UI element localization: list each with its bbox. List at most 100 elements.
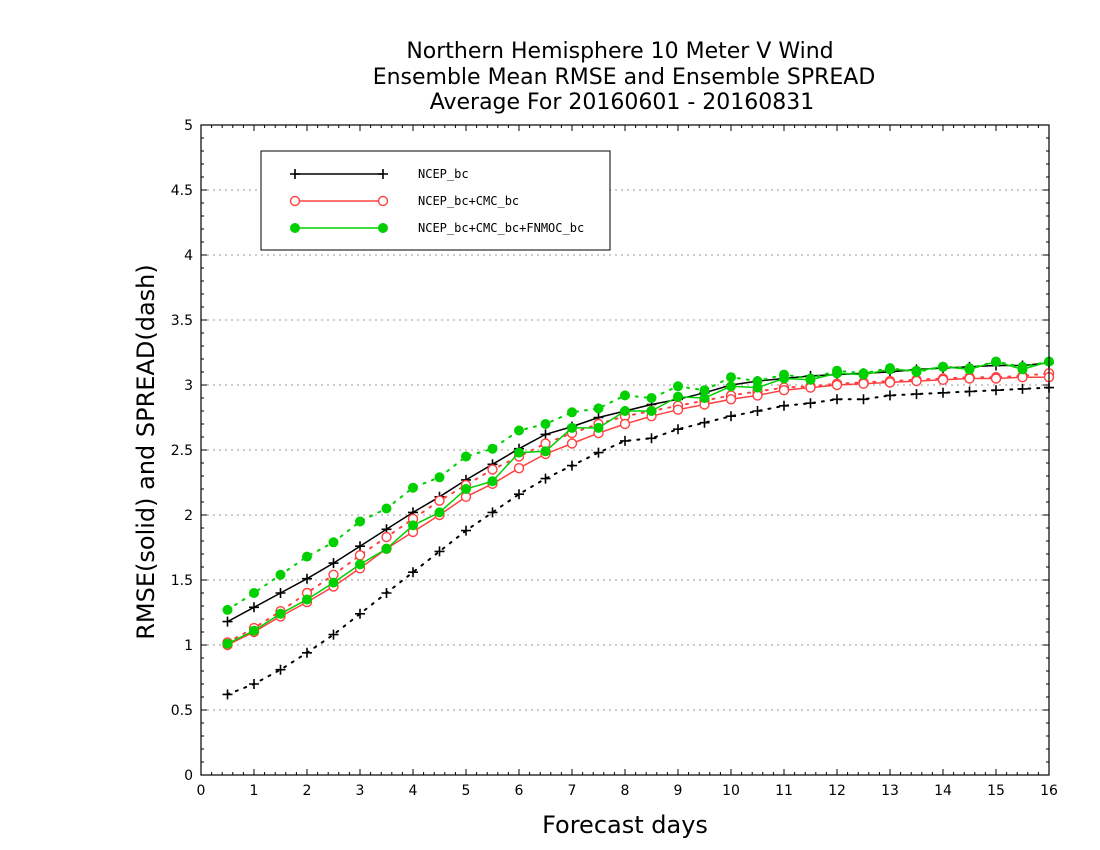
rmse-point	[646, 406, 657, 416]
spread-point	[726, 372, 736, 383]
grid	[201, 189, 1049, 711]
rmse-point	[513, 463, 525, 474]
rmse-point	[461, 484, 471, 494]
rmse-point	[778, 385, 790, 396]
legend: NCEP_bc NCEP_bc+CMC_bc NCEP_bc+CMC_bc+FNMO…	[260, 150, 611, 251]
spread-point	[858, 394, 869, 405]
y-tick-label: 5	[184, 118, 193, 134]
x-tick-label: 15	[987, 783, 1005, 799]
spread-point	[646, 433, 657, 444]
spread-point	[487, 443, 498, 454]
rmse-point	[858, 378, 869, 389]
x-tick-label: 7	[568, 783, 577, 799]
spread-point	[461, 451, 471, 462]
spread-point	[805, 398, 816, 409]
spread-point	[832, 394, 842, 405]
rmse-point	[249, 602, 259, 613]
spread-point	[381, 503, 392, 514]
spread-point	[487, 464, 498, 475]
spread-point	[355, 608, 365, 619]
spread-point	[593, 447, 604, 458]
legend-items: NCEP_bc NCEP_bc+CMC_bc NCEP_bc+CMC_bc+FNMO…	[289, 167, 584, 235]
rmse-point	[884, 377, 896, 388]
spread-point	[302, 551, 312, 562]
rmse-point	[355, 541, 365, 552]
legend-marker	[378, 169, 388, 179]
rmse-point	[514, 447, 524, 458]
spread-line	[226, 386, 1050, 696]
y-tick-label: 4.5	[171, 183, 193, 199]
spread-point	[275, 569, 286, 580]
rmse-point	[858, 369, 869, 380]
rmse-point	[1017, 364, 1028, 375]
spread-point	[355, 516, 365, 527]
spread-point	[593, 403, 604, 414]
legend-marker	[377, 195, 389, 207]
x-tick-label: 4	[409, 783, 418, 799]
spread-line	[226, 360, 1050, 611]
rmse-point	[805, 374, 816, 385]
rmse-point	[302, 594, 312, 605]
rmse-point	[328, 558, 339, 569]
rmse-point	[831, 379, 843, 391]
rmse-point	[938, 361, 948, 372]
rmse-point	[726, 381, 736, 392]
spread-point	[911, 389, 922, 400]
rmse-point	[725, 394, 737, 405]
rmse-point	[567, 422, 577, 433]
title-line-1: Northern Hemisphere 10 Meter V Wind	[406, 39, 833, 64]
rmse-line	[227, 362, 1050, 623]
legend-marker	[378, 223, 388, 233]
y-tick-label: 3	[184, 378, 193, 394]
rmse-point	[434, 507, 445, 518]
spread-point	[726, 411, 736, 422]
rmse-point	[381, 543, 392, 554]
rmse-point	[355, 559, 365, 570]
x-axis-title: Forecast days	[542, 811, 708, 839]
spread-point	[567, 407, 577, 418]
legend-marker	[290, 169, 300, 179]
x-tick-label: 14	[934, 783, 952, 799]
spread-point	[222, 604, 233, 615]
spread-point	[275, 664, 286, 675]
spread-point	[328, 537, 339, 548]
spread-point	[779, 400, 789, 411]
rmse-point	[699, 393, 710, 403]
rmse-point	[249, 625, 259, 636]
rmse-point	[779, 373, 789, 384]
legend-label: NCEP_bc	[418, 167, 469, 181]
spread-point	[673, 424, 683, 435]
plot-frame	[200, 124, 1050, 776]
title-line-2: Ensemble Mean RMSE and Ensemble SPREAD	[373, 65, 876, 90]
legend-marker	[289, 195, 301, 207]
rmse-point	[885, 364, 895, 375]
spread-point	[249, 679, 259, 689]
rmse-point	[487, 476, 498, 487]
spread-point	[434, 546, 445, 557]
rmse-point	[911, 365, 922, 376]
legend-marker	[290, 223, 300, 233]
rmse-point	[990, 373, 1002, 384]
y-tick-label: 1.5	[171, 573, 193, 589]
rmse-point	[328, 577, 339, 588]
spread-point	[408, 482, 418, 493]
spread-line	[226, 372, 1050, 644]
y-tick-label: 0	[184, 768, 193, 784]
spread-point	[540, 419, 551, 429]
spread-point	[487, 507, 498, 518]
x-tick-label: 1	[250, 783, 259, 799]
x-tick-label: 12	[828, 783, 846, 799]
rmse-point	[619, 418, 631, 430]
rmse-point	[991, 356, 1001, 367]
spread-point	[381, 531, 392, 543]
spread-point	[354, 550, 366, 561]
rmse-point	[673, 391, 683, 402]
rmse-point	[408, 520, 418, 531]
x-tick-label: 9	[674, 783, 683, 799]
y-tick-label: 0.5	[171, 703, 193, 719]
spread-point	[752, 406, 763, 416]
x-tick-label: 11	[775, 783, 793, 799]
spread-point	[646, 393, 657, 403]
rmse-point	[275, 588, 286, 598]
